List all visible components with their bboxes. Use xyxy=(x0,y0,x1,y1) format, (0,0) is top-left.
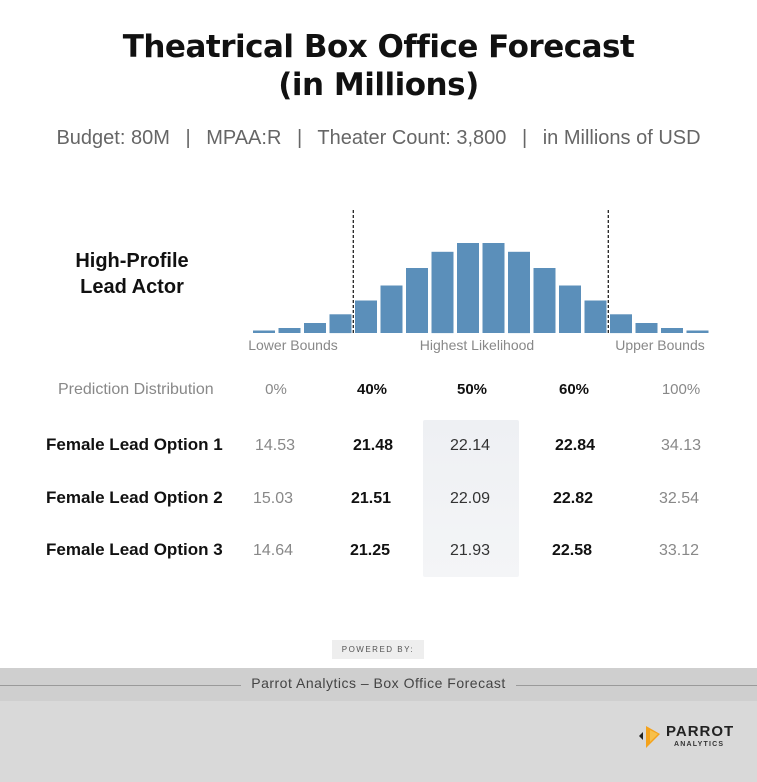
footer-caption-text: Parrot Analytics – Box Office Forecast xyxy=(241,675,516,691)
budget-text: Budget: 80M xyxy=(56,127,170,149)
table-cell: 22.84 xyxy=(554,437,596,454)
histogram-bar xyxy=(406,268,428,333)
histogram-bar xyxy=(431,251,454,334)
table-cell: 22.14 xyxy=(449,437,491,454)
separator: | xyxy=(521,127,528,149)
logo-subtitle: ANALYTICS xyxy=(674,741,725,748)
histogram-bar xyxy=(253,330,275,333)
table-cell: 14.53 xyxy=(254,437,296,454)
prediction-distribution-label: Prediction Distribution xyxy=(58,381,214,398)
row-heading-line-2: Lead Actor xyxy=(80,276,184,298)
histogram-bar xyxy=(661,328,683,333)
histogram-bar xyxy=(329,314,352,334)
row-label: Female Lead Option 3 xyxy=(46,540,223,559)
footer-caption: Parrot Analytics – Box Office Forecast xyxy=(0,675,757,691)
table-cell: 34.13 xyxy=(660,437,702,454)
row-label: Female Lead Option 2 xyxy=(46,488,223,507)
table-cell: 21.93 xyxy=(449,542,491,559)
column-header-50: 50% xyxy=(456,381,488,398)
footer: Parrot Analytics – Box Office Forecast xyxy=(0,668,757,782)
histogram-bar xyxy=(635,323,658,333)
mpaa-text: MPAA:R xyxy=(206,127,282,149)
median-column-highlight xyxy=(423,420,519,577)
upper-bounds-label: Upper Bounds xyxy=(615,337,705,353)
highest-likelihood-label: Highest Likelihood xyxy=(420,337,534,353)
separator: | xyxy=(185,127,191,149)
powered-by-label: POWERED BY: xyxy=(332,640,424,659)
histogram-bar xyxy=(559,285,581,333)
footer-band: Parrot Analytics – Box Office Forecast xyxy=(0,668,757,701)
subtitle: Budget: 80M | MPAA:R | Theater Count: 3,… xyxy=(0,127,757,150)
table-cell: 21.51 xyxy=(350,490,392,507)
histogram-bar xyxy=(508,251,530,334)
parrot-analytics-logo: PARROT ANALYTICS xyxy=(636,720,736,750)
row-heading: High-Profile Lead Actor xyxy=(62,248,202,300)
column-header-0: 0% xyxy=(265,381,287,398)
column-header-60: 60% xyxy=(558,381,590,398)
histogram-bar xyxy=(533,268,556,333)
separator: | xyxy=(296,127,303,149)
table-cell: 21.48 xyxy=(352,437,394,454)
table-cell: 22.09 xyxy=(449,490,491,507)
histogram-bar xyxy=(304,323,326,333)
table-cell: 21.25 xyxy=(349,542,391,559)
parrot-logo-icon xyxy=(639,726,660,748)
table-cell: 15.03 xyxy=(252,490,294,507)
logo-wordmark: PARROT xyxy=(666,723,735,740)
column-header-100: 100% xyxy=(661,381,701,398)
histogram-bar xyxy=(380,285,403,333)
histogram-bar xyxy=(686,330,709,333)
histogram-bar xyxy=(610,314,632,334)
column-header-40: 40% xyxy=(356,381,388,398)
row-label: Female Lead Option 1 xyxy=(46,435,223,454)
title-line-1: Theatrical Box Office Forecast xyxy=(122,29,635,65)
histogram-bar xyxy=(584,300,607,333)
distribution-histogram: Lower Bounds Highest Likelihood Upper Boun… xyxy=(248,210,709,353)
theater-count-text: Theater Count: 3,800 xyxy=(317,127,507,149)
lower-bounds-label: Lower Bounds xyxy=(248,337,338,353)
table-cell: 33.12 xyxy=(658,542,700,559)
table-cell: 22.58 xyxy=(551,542,593,559)
unit-text: in Millions of USD xyxy=(542,127,701,149)
histogram-bar xyxy=(355,300,377,333)
chart-title: Theatrical Box Office Forecast (in Milli… xyxy=(0,28,757,104)
table-cell: 22.82 xyxy=(552,490,594,507)
table-cell: 32.54 xyxy=(658,490,700,507)
table-cell: 14.64 xyxy=(252,542,294,559)
histogram-bar xyxy=(278,328,301,333)
row-heading-line-1: High-Profile xyxy=(75,250,189,272)
histogram-bar xyxy=(482,243,505,333)
histogram-bar xyxy=(457,243,479,333)
title-line-2: (in Millions) xyxy=(278,67,479,103)
